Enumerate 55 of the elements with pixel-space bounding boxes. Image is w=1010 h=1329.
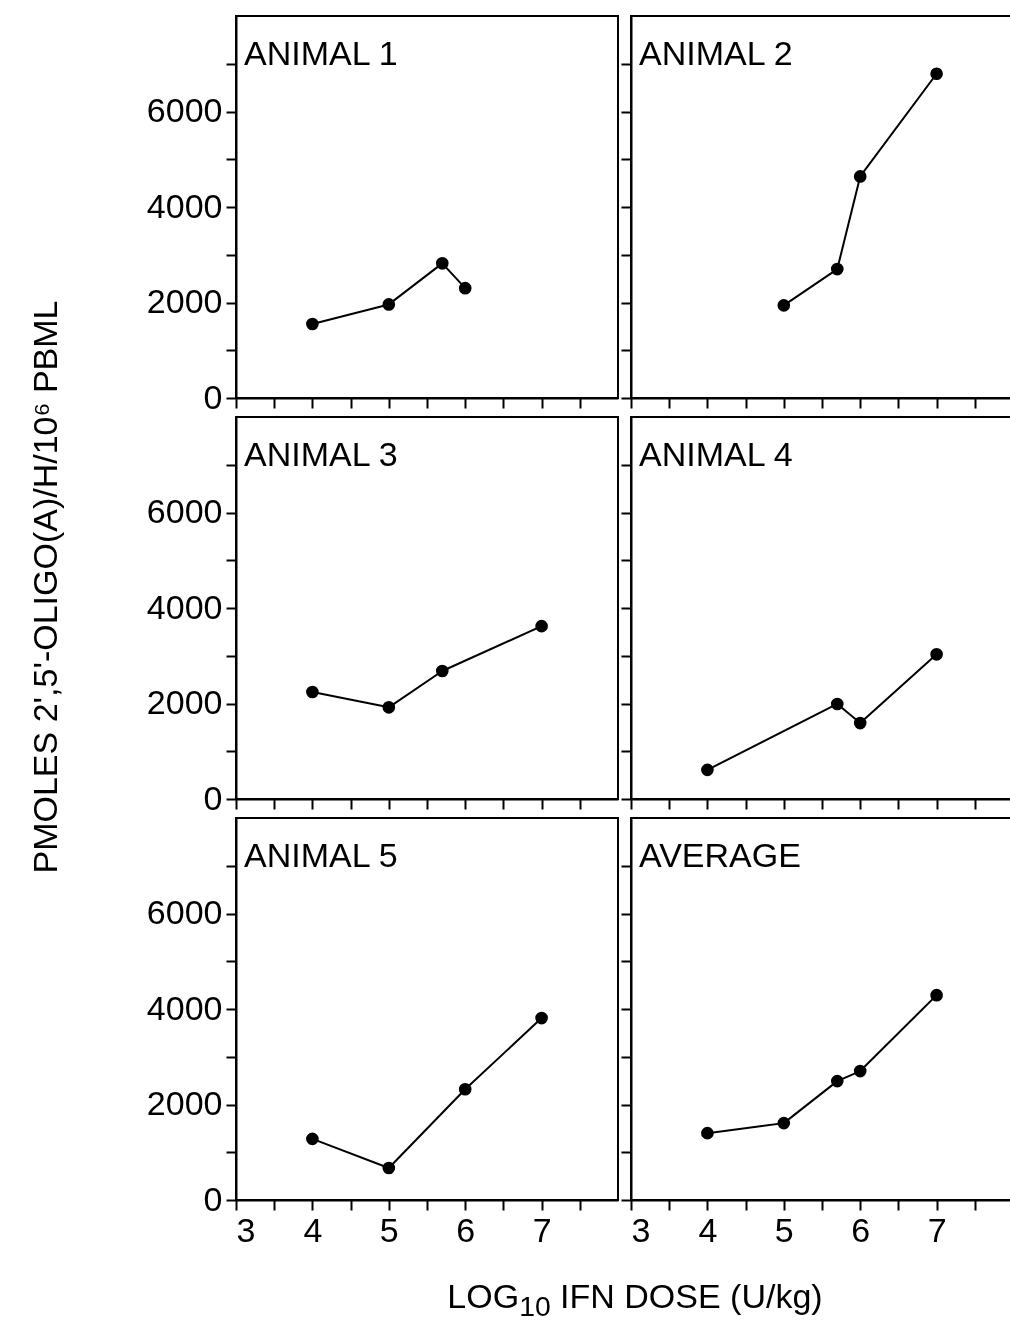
x-tick-label: 6 bbox=[456, 1210, 476, 1249]
point bbox=[458, 1082, 472, 1096]
point bbox=[435, 257, 449, 270]
y-tick-label: 4000 bbox=[146, 587, 223, 626]
x-tick-label: 7 bbox=[532, 1210, 552, 1249]
y-tick-label: 2000 bbox=[146, 1084, 223, 1122]
x-tick-label: 4 bbox=[303, 1210, 323, 1249]
text: ANIMAL 4 bbox=[639, 435, 793, 473]
x-tick-label: 3 bbox=[631, 1210, 651, 1249]
point bbox=[701, 1126, 714, 1140]
x-tick-label: 3 bbox=[236, 1210, 256, 1249]
x-tick-label: 5 bbox=[379, 1210, 399, 1249]
text: ANIMAL 5 bbox=[244, 836, 398, 874]
point bbox=[701, 763, 714, 777]
point bbox=[830, 1074, 844, 1088]
x-tick-label: 4 bbox=[698, 1210, 718, 1249]
point bbox=[930, 67, 943, 81]
point bbox=[382, 701, 396, 714]
y-tick-label: 2000 bbox=[146, 683, 223, 721]
y-tick-label: 4000 bbox=[146, 988, 223, 1027]
point bbox=[830, 262, 844, 276]
y-tick-label: 0 bbox=[203, 778, 223, 817]
point bbox=[853, 716, 867, 730]
point bbox=[435, 664, 449, 678]
text: AVERAGE bbox=[639, 836, 801, 874]
y-tick-label: 6000 bbox=[146, 492, 223, 530]
point bbox=[535, 1011, 548, 1025]
point bbox=[830, 697, 844, 711]
point bbox=[458, 281, 472, 295]
x-tick-label: 6 bbox=[851, 1210, 871, 1249]
point bbox=[777, 299, 791, 312]
point bbox=[306, 317, 319, 331]
x-axis-title: LOG$_{10}$ IFN DOSE (U/kg) bbox=[447, 1277, 823, 1323]
y-tick-label: 4000 bbox=[146, 186, 223, 225]
y-tick-label: 6000 bbox=[146, 893, 223, 931]
point bbox=[777, 1116, 791, 1130]
y-axis-title: PMOLES 2',5'-OLIGO(A)/H/10⁶ PBML bbox=[25, 300, 65, 874]
point bbox=[306, 685, 319, 699]
point bbox=[306, 1132, 319, 1146]
point bbox=[930, 988, 943, 1002]
point bbox=[853, 1064, 867, 1078]
text: ANIMAL 2 bbox=[639, 34, 793, 72]
y-tick-label: 6000 bbox=[146, 91, 223, 129]
text: ANIMAL 1 bbox=[244, 34, 398, 72]
point bbox=[930, 648, 943, 661]
y-tick-label: 0 bbox=[203, 1179, 223, 1218]
point bbox=[535, 619, 548, 633]
point bbox=[382, 1161, 396, 1175]
point bbox=[853, 170, 867, 183]
y-tick-label: 2000 bbox=[146, 282, 223, 320]
x-tick-label: 5 bbox=[774, 1210, 794, 1249]
y-tick-label: 0 bbox=[203, 377, 223, 416]
point bbox=[382, 298, 396, 311]
x-tick-label: 7 bbox=[927, 1210, 947, 1249]
text: ANIMAL 3 bbox=[244, 435, 398, 473]
